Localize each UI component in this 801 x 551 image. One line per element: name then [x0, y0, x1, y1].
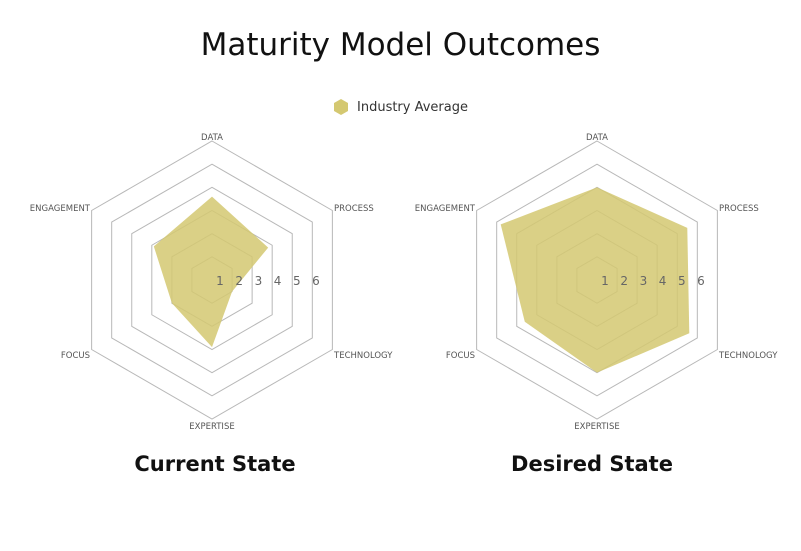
series-area	[153, 196, 269, 348]
axis-label-technology: TECHNOLOGY	[333, 351, 393, 361]
grid-ring-5	[496, 163, 698, 397]
grid-ring-5	[111, 163, 313, 397]
grid-ring-4	[131, 186, 293, 374]
tick-label: 5	[293, 274, 301, 288]
chart-title-desired-state: Desired State	[511, 452, 673, 476]
tick-label: 1	[216, 274, 224, 288]
radar-chart-1: DATA PROCESS TECHNOLOGY EXPERTISE FOCUS ENGAG…	[415, 133, 778, 432]
tick-label: 3	[255, 274, 263, 288]
tick-label: 3	[640, 274, 648, 288]
axis-label-process: PROCESS	[719, 204, 759, 214]
tick-label: 6	[697, 274, 705, 288]
axis-label-technology: TECHNOLOGY	[718, 351, 778, 361]
tick-label: 6	[312, 274, 320, 288]
tick-label: 2	[620, 274, 628, 288]
axis-label-engagement: ENGAGEMENT	[30, 204, 91, 214]
tick-label: 1	[601, 274, 609, 288]
tick-label: 2	[235, 274, 243, 288]
tick-label: 4	[659, 274, 667, 288]
legend: Industry Average	[0, 98, 801, 116]
chart-title-current-state: Current State	[134, 452, 296, 476]
radar-chart-0: DATA PROCESS TECHNOLOGY EXPERTISE FOCUS ENGAG…	[30, 133, 393, 432]
axis-label-process: PROCESS	[334, 204, 374, 214]
grid-ring-6	[476, 140, 718, 420]
tick-label: 5	[678, 274, 686, 288]
series-area	[500, 187, 690, 373]
page-title: Maturity Model Outcomes	[200, 27, 601, 63]
axis-label-data: DATA	[201, 133, 223, 143]
axis-label-focus: FOCUS	[61, 351, 90, 361]
tick-label: 4	[274, 274, 282, 288]
legend-label: Industry Average	[357, 99, 468, 115]
axis-label-focus: FOCUS	[446, 351, 475, 361]
axis-label-expertise: EXPERTISE	[574, 422, 619, 432]
axis-label-data: DATA	[586, 133, 608, 143]
legend-hexagon-icon	[334, 99, 348, 115]
grid-ring-6	[91, 140, 333, 420]
axis-label-engagement: ENGAGEMENT	[415, 204, 476, 214]
grid-ring-3	[151, 209, 273, 351]
axis-label-expertise: EXPERTISE	[189, 422, 234, 432]
